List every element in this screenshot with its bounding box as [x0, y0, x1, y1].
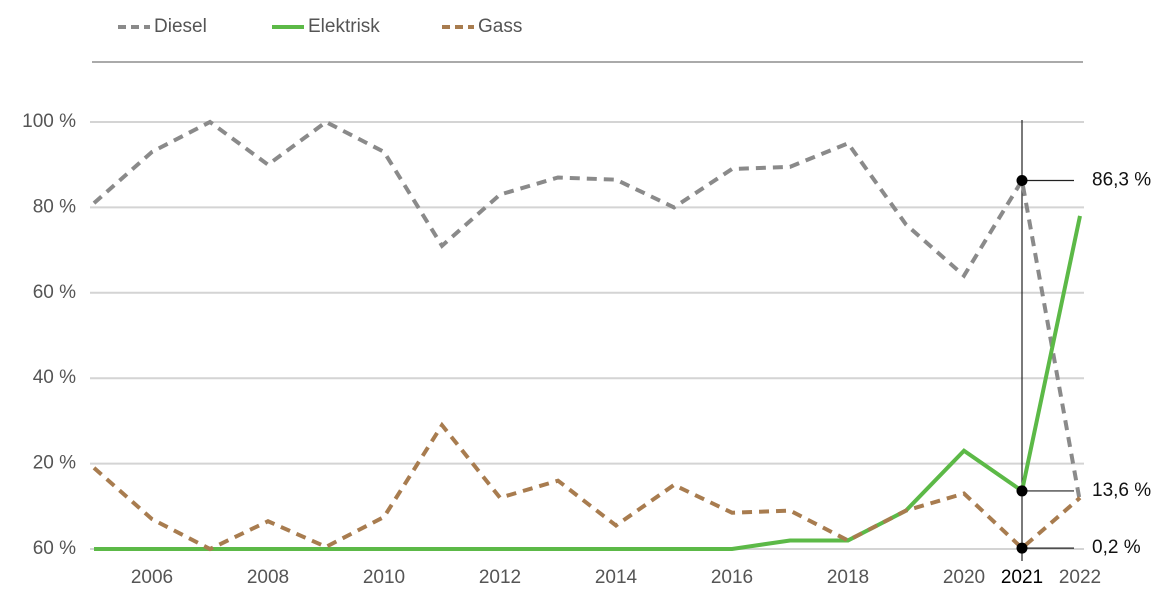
hover-label: 0,2 % [1092, 537, 1141, 558]
hover-dot [1016, 174, 1028, 186]
x-tick-label: 2010 [363, 567, 405, 588]
legend-label: Diesel [154, 16, 207, 37]
series-line [92, 119, 1082, 503]
x-tick-label: 2020 [943, 567, 985, 588]
x-tick-label: 2012 [479, 567, 521, 588]
legend-label: Gass [478, 16, 522, 37]
x-tick-label: 2018 [827, 567, 869, 588]
hover-dot [1016, 542, 1028, 554]
x-tick-label: 2014 [595, 567, 638, 588]
series-line [94, 215, 1082, 551]
y-tick-label: 20 % [33, 453, 76, 474]
y-tick-label: 80 % [33, 196, 76, 217]
hover-label: 86,3 % [1092, 170, 1151, 191]
x-tick-label: 2016 [711, 567, 753, 588]
x-tick-label: 2021 [1001, 567, 1043, 588]
series-line [92, 421, 1082, 552]
x-tick-label: 2022 [1059, 567, 1101, 588]
y-tick-label: 60 % [33, 282, 76, 303]
x-tick-label: 2008 [247, 567, 289, 588]
hover-label: 13,6 % [1092, 480, 1151, 501]
hover-dot [1016, 485, 1028, 497]
y-tick-label: 40 % [33, 367, 76, 388]
y-tick-label: 60 % [33, 538, 76, 559]
x-tick-label: 2006 [131, 567, 173, 588]
y-tick-label: 100 % [22, 111, 76, 132]
legend-label: Elektrisk [308, 16, 380, 37]
